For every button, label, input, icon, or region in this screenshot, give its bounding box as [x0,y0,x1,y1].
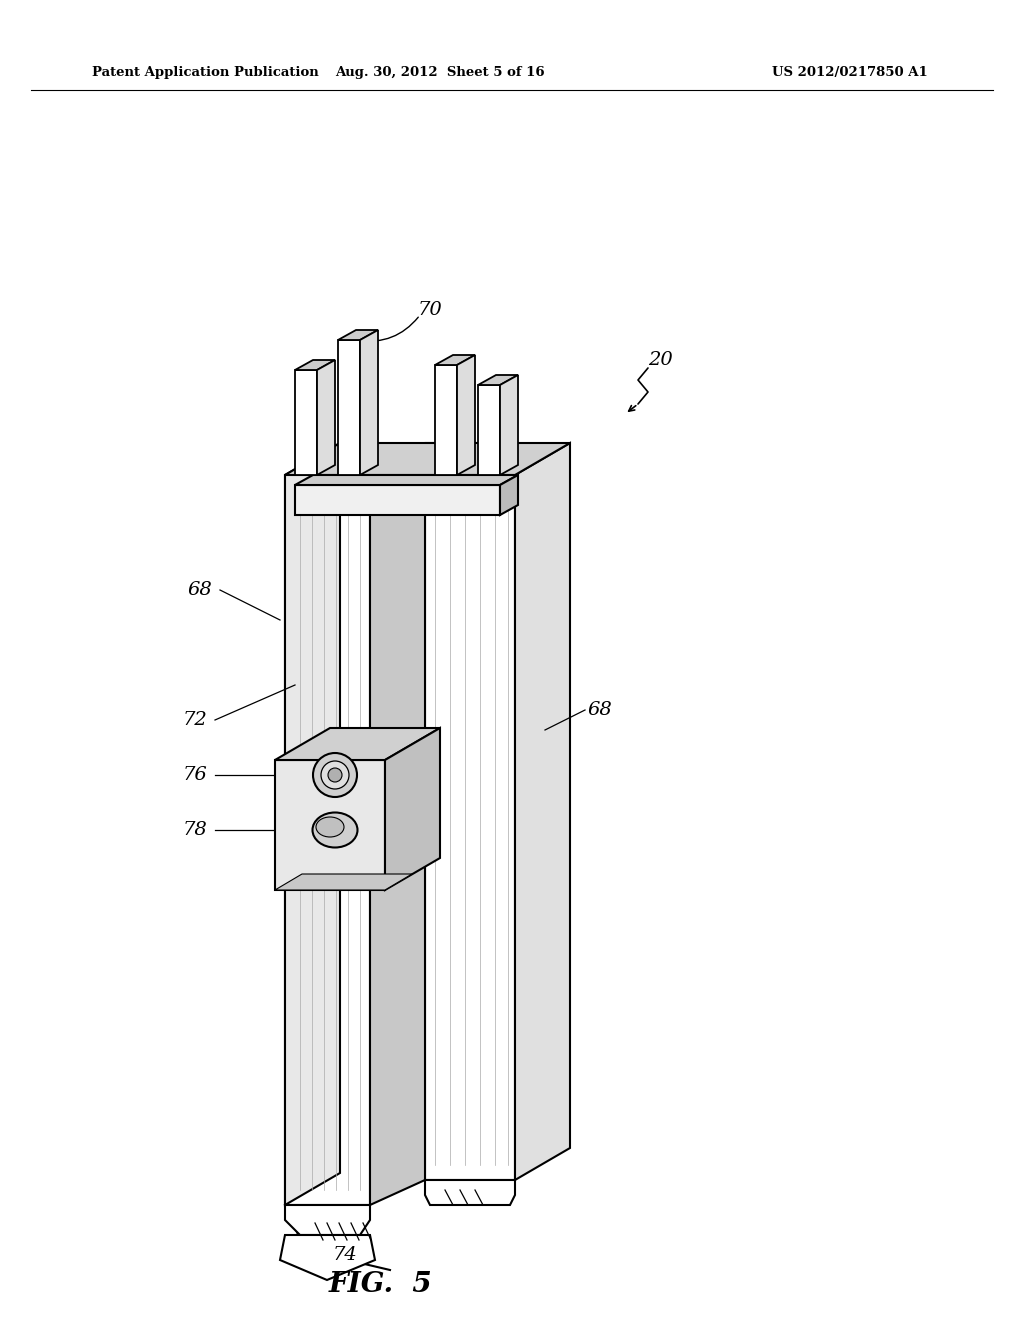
Polygon shape [295,360,335,370]
Ellipse shape [312,813,357,847]
Text: 78: 78 [182,821,208,840]
Polygon shape [425,1180,515,1205]
Polygon shape [500,475,518,515]
Polygon shape [435,366,457,475]
Text: 76: 76 [182,766,208,784]
Polygon shape [275,874,412,890]
Polygon shape [515,444,570,1180]
Polygon shape [338,330,378,341]
Polygon shape [285,444,340,1205]
Text: 72: 72 [182,711,208,729]
Text: US 2012/0217850 A1: US 2012/0217850 A1 [772,66,928,79]
Polygon shape [275,729,440,760]
Text: Patent Application Publication: Patent Application Publication [92,66,318,79]
Polygon shape [285,475,370,1205]
Polygon shape [295,370,317,475]
Text: 70: 70 [418,301,442,319]
Text: 68: 68 [588,701,612,719]
Text: Aug. 30, 2012  Sheet 5 of 16: Aug. 30, 2012 Sheet 5 of 16 [336,66,545,79]
Polygon shape [280,1236,375,1280]
Polygon shape [360,330,378,475]
Polygon shape [500,375,518,475]
Polygon shape [338,341,360,475]
Text: 68: 68 [187,581,212,599]
Polygon shape [425,475,515,1180]
Polygon shape [478,385,500,475]
Ellipse shape [316,817,344,837]
Polygon shape [317,360,335,475]
Circle shape [328,768,342,781]
Text: 20: 20 [647,351,673,370]
Polygon shape [435,355,475,366]
Text: FIG.  5: FIG. 5 [328,1271,432,1299]
Polygon shape [275,760,385,890]
Polygon shape [478,375,518,385]
Polygon shape [285,1205,370,1236]
Polygon shape [295,475,518,484]
Circle shape [321,762,349,789]
Text: 74: 74 [333,1246,357,1265]
Polygon shape [295,484,500,515]
Polygon shape [370,444,480,1205]
Circle shape [313,752,357,797]
Polygon shape [285,444,570,475]
Polygon shape [457,355,475,475]
Polygon shape [385,729,440,890]
